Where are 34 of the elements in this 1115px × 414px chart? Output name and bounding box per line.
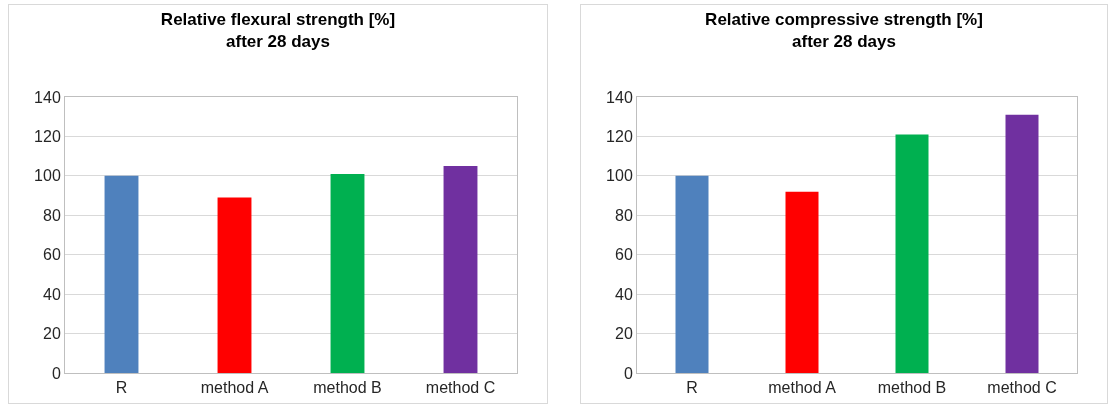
y-tick-label: 80 (43, 206, 61, 224)
y-tick-label: 60 (615, 246, 633, 264)
y-tick-label: 0 (623, 364, 633, 382)
chart-title: Relative flexural strength [%] after 28 days (160, 9, 396, 51)
y-tick-label: 120 (606, 128, 633, 146)
x-tick-label: method A (200, 379, 269, 397)
y-tick-label: 80 (615, 206, 633, 224)
bar (443, 166, 478, 373)
y-tick-label: 100 (606, 167, 633, 185)
bar (1005, 114, 1039, 373)
chart-title: Relative compressive strength [%] after 28 days (705, 9, 983, 51)
bar (675, 175, 709, 373)
x-tick-label: R (686, 379, 698, 397)
x-tick-label: R (115, 379, 128, 397)
y-tick-label: 140 (606, 88, 633, 106)
x-tick-label: method B (877, 379, 947, 397)
bar (104, 175, 139, 373)
y-tick-label: 60 (43, 246, 61, 264)
y-tick-label: 0 (51, 364, 61, 382)
bar (895, 134, 929, 373)
y-tick-label: 40 (615, 285, 633, 303)
bar (785, 191, 819, 373)
x-tick-label: method C (425, 379, 496, 397)
x-tick-label: method A (768, 379, 837, 397)
bar (330, 173, 365, 373)
y-tick-label: 20 (615, 325, 633, 343)
y-tick-label: 100 (34, 167, 61, 185)
bar (217, 197, 252, 373)
x-tick-label: method B (313, 379, 382, 397)
x-tick-label: method C (987, 379, 1057, 397)
y-tick-label: 140 (34, 88, 61, 106)
y-tick-label: 20 (43, 325, 61, 343)
y-tick-label: 40 (43, 285, 61, 303)
y-tick-label: 120 (34, 128, 61, 146)
